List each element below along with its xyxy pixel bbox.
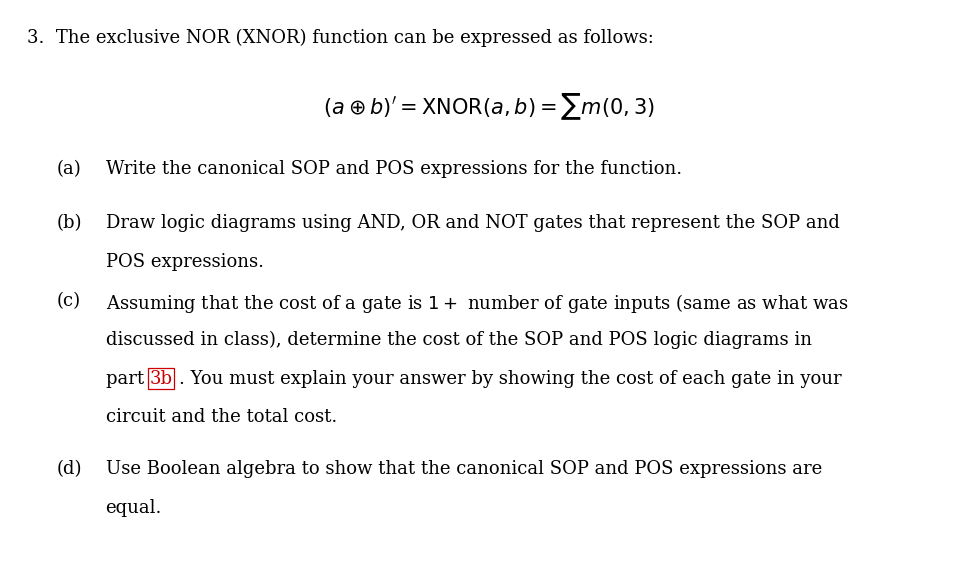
Text: 3b: 3b: [149, 370, 173, 387]
Text: $(a \oplus b)^{\prime} = \mathrm{XNOR}(a, b) = \sum m(0, 3)$: $(a \oplus b)^{\prime} = \mathrm{XNOR}(a…: [322, 92, 655, 122]
Text: Assuming that the cost of a gate is $1+$ number of gate inputs (same as what was: Assuming that the cost of a gate is $1+$…: [106, 292, 848, 315]
Text: part: part: [106, 370, 149, 387]
Text: (d): (d): [57, 460, 82, 478]
Text: 3.  The exclusive NOR (XNOR) function can be expressed as follows:: 3. The exclusive NOR (XNOR) function can…: [27, 29, 654, 47]
Text: . You must explain your answer by showing the cost of each gate in your: . You must explain your answer by showin…: [179, 370, 841, 387]
Text: POS expressions.: POS expressions.: [106, 253, 264, 271]
Text: (b): (b): [57, 214, 82, 232]
Text: (a): (a): [57, 160, 81, 178]
Text: Write the canonical SOP and POS expressions for the function.: Write the canonical SOP and POS expressi…: [106, 160, 681, 178]
Text: (c): (c): [57, 292, 81, 309]
Text: circuit and the total cost.: circuit and the total cost.: [106, 408, 336, 426]
Text: Draw logic diagrams using AND, OR and NOT gates that represent the SOP and: Draw logic diagrams using AND, OR and NO…: [106, 214, 838, 232]
Text: discussed in class), determine the cost of the SOP and POS logic diagrams in: discussed in class), determine the cost …: [106, 331, 811, 349]
Text: Use Boolean algebra to show that the canonical SOP and POS expressions are: Use Boolean algebra to show that the can…: [106, 460, 821, 478]
Text: equal.: equal.: [106, 499, 162, 517]
